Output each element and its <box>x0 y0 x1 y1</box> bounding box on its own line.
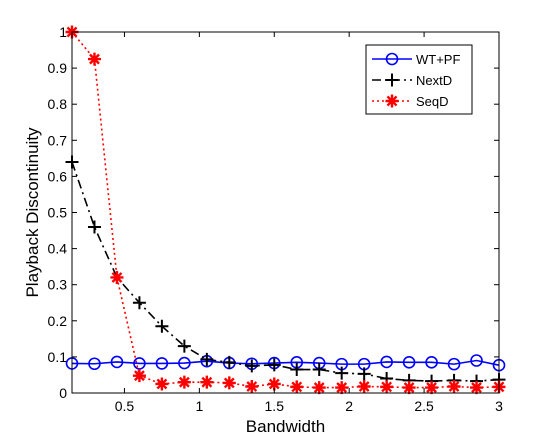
y-tick-label: 0.5 <box>48 205 68 221</box>
y-tick-label: 0.2 <box>48 313 68 329</box>
data-point-wt-pf <box>402 356 416 369</box>
data-point-wt-pf <box>447 357 461 371</box>
y-tick-label: 0.6 <box>48 168 68 184</box>
data-point-seqd <box>177 375 191 389</box>
data-point-wt-pf <box>425 356 438 369</box>
data-point-wt-pf <box>178 356 191 370</box>
ticks-layer: 0.5 1 1.5 2 2.5 3 0 0.1 0.2 0.3 0.4 0.5 0.6 0.7 0.8 0.9… <box>48 24 504 414</box>
data-point-seqd <box>87 52 101 66</box>
data-point-seqd <box>312 381 326 395</box>
data-point-seqd <box>222 376 236 390</box>
data-point-nextd <box>335 366 349 380</box>
y-axis-label: Playback Discontinuity <box>23 127 42 298</box>
legend-label-nextd: NextD <box>416 73 452 88</box>
data-point-nextd <box>155 319 169 333</box>
legend-marker-seqd <box>385 94 399 108</box>
y-tick-label: 0.3 <box>48 277 68 293</box>
data-point-wt-pf <box>88 357 101 371</box>
data-point-nextd <box>200 352 214 366</box>
y-tick-label: 0.4 <box>48 241 68 257</box>
y-tick-label: 0 <box>59 385 67 401</box>
series-line-wt-pf <box>71 359 500 366</box>
legend-box <box>365 44 473 115</box>
y-tick-label: 0.1 <box>48 349 68 365</box>
data-point-nextd <box>357 367 371 381</box>
data-point-wt-pf <box>133 357 146 370</box>
data-point-seqd <box>380 380 394 394</box>
y-tick-label: 0.8 <box>48 96 68 112</box>
data-point-wt-pf <box>155 357 169 370</box>
x-tick-label: 2.5 <box>414 398 434 414</box>
data-point-nextd <box>132 296 146 310</box>
legend: WT+PF NextD SeqD <box>365 44 473 115</box>
y-tick-label: 0.7 <box>48 132 68 148</box>
data-point-seqd <box>357 380 371 394</box>
data-point-seqd <box>155 377 169 391</box>
data-point-wt-pf <box>470 354 483 367</box>
data-point-nextd <box>290 363 304 377</box>
x-tick-label: 0.5 <box>115 398 135 414</box>
data-point-seqd <box>425 381 439 395</box>
data-point-wt-pf <box>380 355 393 369</box>
data-point-nextd <box>87 220 101 234</box>
series-layer <box>65 25 506 395</box>
data-point-seqd <box>470 381 484 395</box>
data-point-seqd <box>335 381 349 395</box>
data-point-seqd <box>290 380 304 394</box>
data-point-nextd <box>177 339 191 353</box>
x-tick-label: 3 <box>495 398 503 414</box>
data-point-seqd <box>132 369 146 383</box>
legend-label-seqd: SeqD <box>416 94 449 109</box>
data-point-wt-pf <box>110 355 124 369</box>
legend-marker-nextd <box>385 73 399 87</box>
data-point-nextd <box>312 363 326 377</box>
y-tick-label: 0.9 <box>48 60 68 76</box>
data-point-seqd <box>402 381 416 395</box>
data-point-nextd <box>222 355 236 369</box>
data-point-seqd <box>245 380 259 394</box>
x-tick-label: 1 <box>195 398 203 414</box>
x-axis-label: Bandwidth <box>246 417 325 436</box>
y-tick-label: 1 <box>59 24 67 40</box>
data-point-nextd <box>245 359 259 373</box>
series-nextd <box>65 155 506 388</box>
data-point-seqd <box>447 380 461 394</box>
data-point-seqd <box>267 377 281 391</box>
legend-marker-wt-pf <box>385 52 399 66</box>
data-point-nextd <box>267 358 281 372</box>
legend-label-wt-pf: WT+PF <box>416 52 460 67</box>
data-point-seqd <box>110 270 124 284</box>
x-tick-label: 2 <box>345 398 353 414</box>
data-point-seqd <box>200 375 214 389</box>
x-tick-label: 1.5 <box>265 398 285 414</box>
